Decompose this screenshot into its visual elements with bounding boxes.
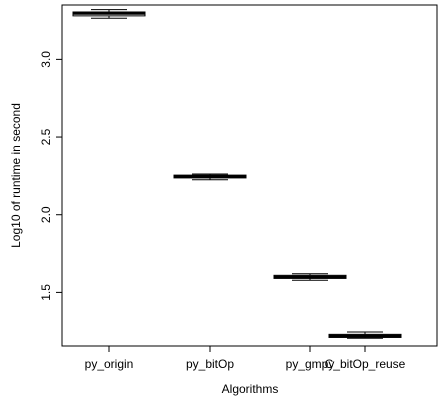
plot-frame <box>61 4 438 347</box>
y-tick-label: 2.5 <box>39 128 53 145</box>
y-axis: 1.5 2.0 2.5 3.0 <box>39 51 63 301</box>
box-C_bitOp_reuse <box>328 331 402 339</box>
y-tick-label: 1.5 <box>39 284 53 301</box>
y-axis-title: Log10 of runtime in second <box>9 103 23 248</box>
x-tick-label: py_gmpy <box>286 357 335 371</box>
box-py_bitOp <box>173 173 247 181</box>
box-py_gmpy <box>273 273 347 281</box>
x-axis-title: Algorithms <box>222 382 279 396</box>
x-tick-label: C_bitOp_reuse <box>325 357 406 371</box>
boxes-layer <box>72 9 402 339</box>
box-py_origin <box>72 9 146 19</box>
y-tick-label: 3.0 <box>39 51 53 68</box>
y-tick-label: 2.0 <box>39 206 53 223</box>
x-tick-label: py_origin <box>85 357 134 371</box>
x-tick-label: py_bitOp <box>186 357 234 371</box>
